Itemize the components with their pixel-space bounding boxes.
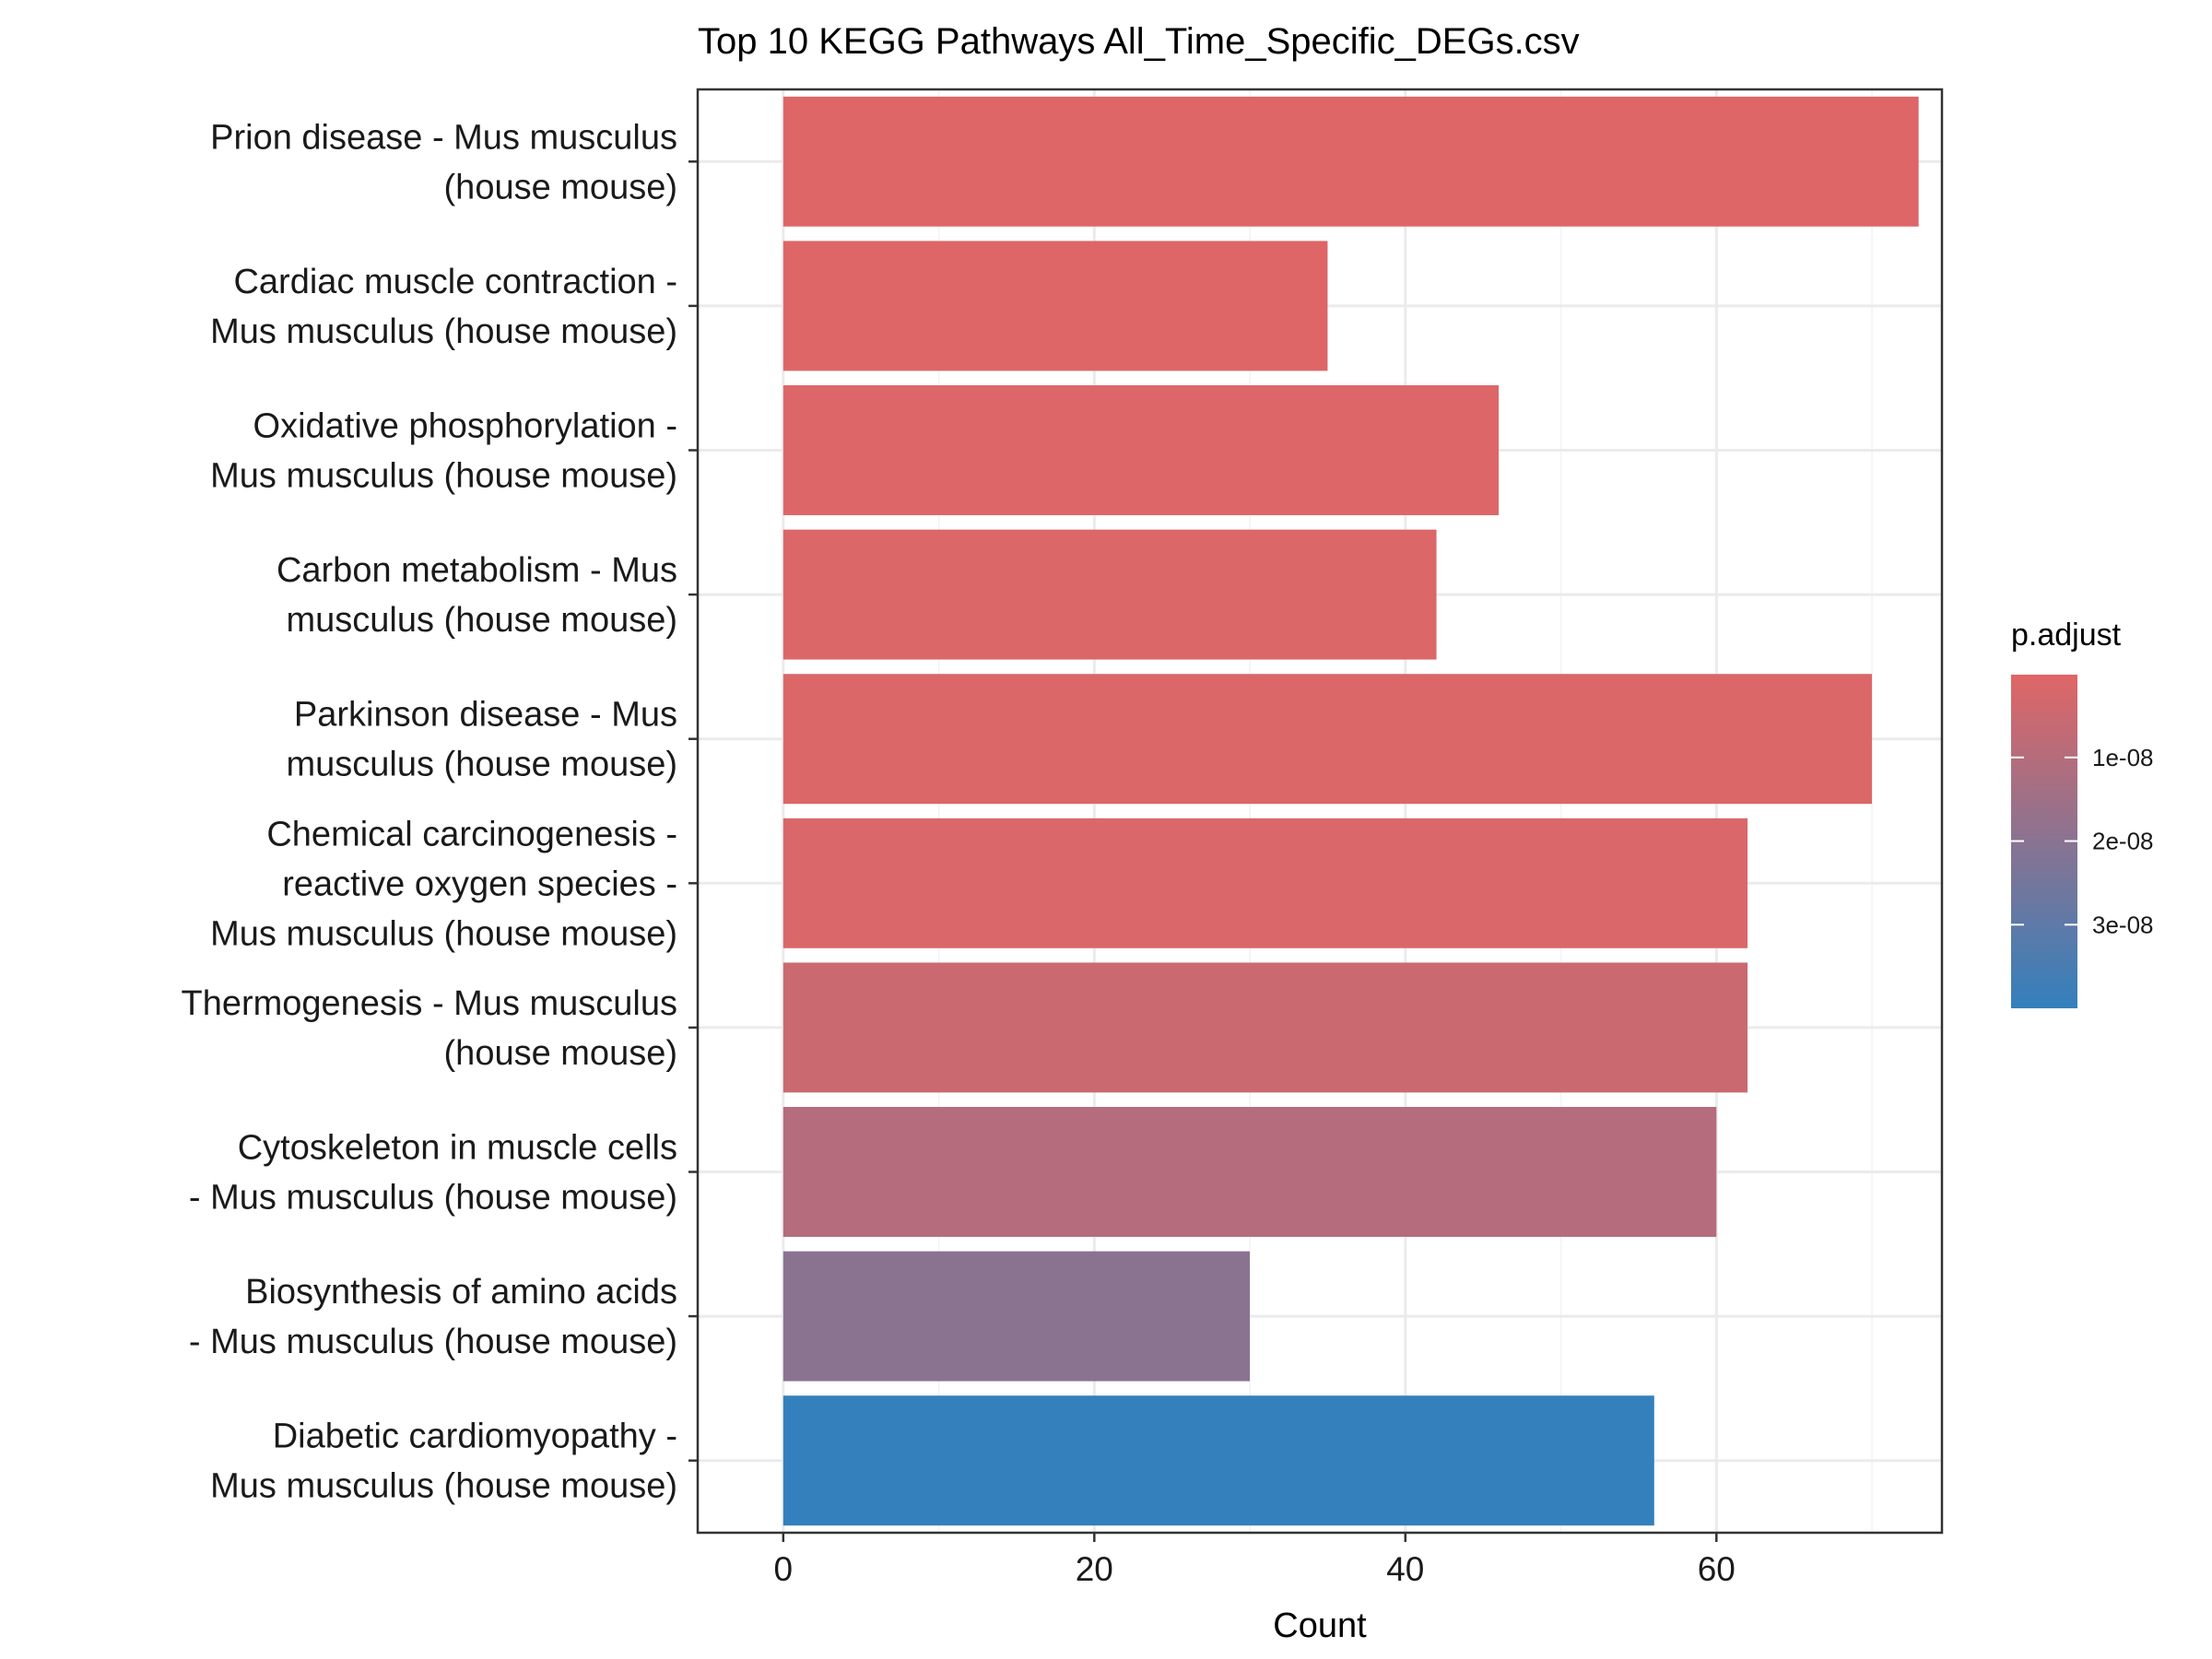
- bar: [782, 241, 1328, 371]
- category-label: Thermogenesis - Mus musculus (house mouse…: [181, 984, 677, 1073]
- category-label: Oxidative phosphorylation -Mus musculus …: [210, 407, 677, 496]
- bar: [782, 818, 1748, 948]
- bars: [782, 96, 1919, 1526]
- legend-title: p.adjust: [2011, 618, 2122, 653]
- x-tick-label: 0: [774, 1550, 794, 1588]
- bar: [782, 96, 1919, 227]
- bar: [782, 1107, 1717, 1237]
- chart-title: Top 10 KEGG Pathways All_Time_Specific_D…: [698, 21, 1580, 62]
- legend-ticks: 1e-08 2e-08 3e-08: [2011, 744, 2154, 938]
- color-legend: p.adjust 1e-08 2e-08 3e-08: [2011, 618, 2154, 1008]
- category-label: Prion disease - Mus musculus (house mouse…: [210, 118, 677, 206]
- legend-tick-label: 3e-08: [2092, 911, 2154, 938]
- category-label: Cytoskeleton in muscle cells - Mus muscul…: [189, 1129, 677, 1218]
- category-label: Cardiac muscle contraction -Mus musculus…: [210, 263, 677, 351]
- category-label: Carbon metabolism - Mus musculus (house m…: [276, 551, 677, 640]
- bar: [782, 385, 1500, 515]
- x-axis-title: Count: [1273, 1606, 1367, 1645]
- x-axis: 0 20 40 60: [774, 1533, 1735, 1588]
- bar: [782, 674, 1873, 805]
- y-axis: Prion disease - Mus musculus (house mouse…: [181, 118, 698, 1506]
- x-tick-label: 20: [1076, 1550, 1113, 1588]
- category-label: Diabetic cardiomyopathy -Mus musculus (h…: [210, 1418, 677, 1506]
- category-label: Parkinson disease - Mus musculus (house m…: [286, 696, 677, 784]
- bar: [782, 1251, 1251, 1382]
- bar: [782, 962, 1748, 1093]
- plot-panel-border: [696, 88, 1944, 1535]
- x-tick-label: 60: [1698, 1550, 1735, 1588]
- legend-tick-label: 1e-08: [2092, 744, 2154, 771]
- category-label: Biosynthesis of amino acids - Mus musculu…: [189, 1273, 677, 1361]
- x-tick-label: 40: [1386, 1550, 1424, 1588]
- bar: [782, 529, 1437, 660]
- legend-tick-label: 2e-08: [2092, 828, 2154, 855]
- bar: [782, 1395, 1654, 1526]
- category-label: Chemical carcinogenesis -reactive oxygen…: [210, 815, 677, 953]
